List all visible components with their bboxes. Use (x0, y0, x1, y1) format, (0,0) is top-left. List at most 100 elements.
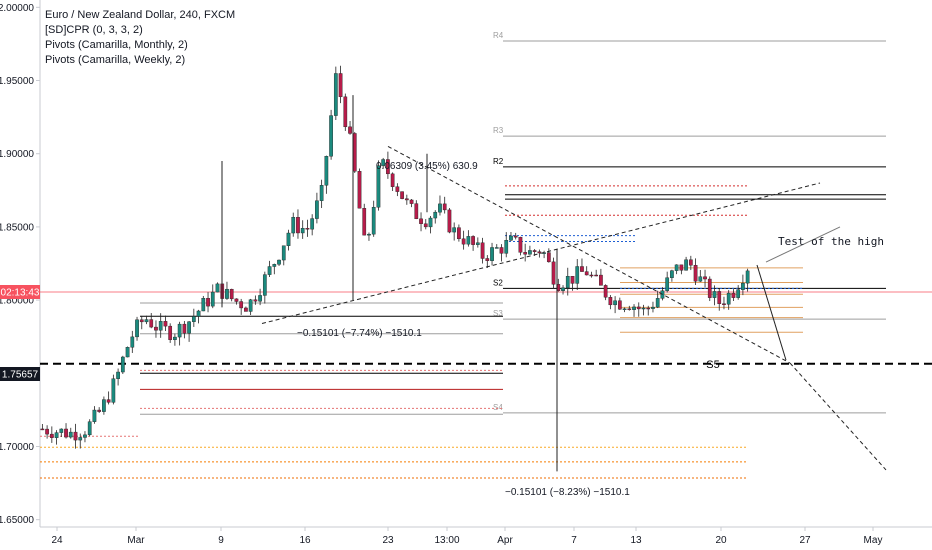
y-tick-label-7: 1.65000 (0, 515, 34, 526)
candle-body (286, 232, 291, 246)
symbol-title[interactable]: Euro / New Zealand Dollar, 240, FXCM (45, 9, 236, 21)
countdown-label: 02:13:43 (1, 288, 40, 299)
candle-body (315, 200, 319, 219)
x-tick-label-6: 13:00 (434, 535, 459, 546)
candle-body (703, 276, 707, 280)
candle-body (532, 250, 537, 252)
candle-body (726, 292, 731, 305)
candle-body (627, 308, 632, 310)
candle-body (97, 409, 102, 412)
candle-body (736, 289, 741, 298)
candle-body (135, 319, 139, 338)
rising-trendline[interactable] (261, 182, 821, 325)
x-tick-label-4: 16 (299, 535, 311, 546)
candle-body (277, 259, 281, 265)
candle-body (722, 303, 726, 305)
candle-body (163, 321, 168, 327)
candle-body (485, 258, 490, 261)
candle-body (154, 326, 158, 331)
candle-body (494, 247, 499, 249)
candle-body (651, 306, 655, 309)
candle-body (457, 227, 461, 240)
y-tick-label-2: 1.90000 (0, 149, 34, 160)
candle-body (291, 217, 296, 234)
x-tick-label-12: May (864, 535, 883, 546)
candle-body (329, 115, 333, 157)
candle-body (537, 251, 542, 254)
candle-body (149, 319, 154, 328)
candle-body (49, 433, 54, 438)
candle-body (599, 274, 603, 286)
candle-body (594, 274, 599, 277)
measure-annotation-down-1: −0.15101 (−7.74%) −1510.1 (297, 328, 422, 339)
candle-body (357, 171, 362, 209)
candle-body (499, 247, 504, 254)
candle-body (688, 259, 693, 266)
candle-body (111, 378, 116, 403)
candle-body (59, 428, 64, 433)
indicator-pivots-monthly[interactable]: Pivots (Camarilla, Monthly, 2) (45, 39, 188, 51)
candle-body (665, 277, 670, 291)
candle-body (348, 126, 352, 134)
measure-annotation-up: 0.06309 (3.45%) 630.9 (376, 161, 478, 172)
candle-body (177, 323, 182, 338)
projection-arrow[interactable] (756, 264, 787, 361)
pivot-label-R3: R3 (493, 126, 504, 135)
indicator-cpr[interactable]: [SD]CPR (0, 3, 3, 2) (45, 24, 143, 36)
candle-body (513, 235, 518, 238)
x-tick-label-5: 23 (382, 535, 394, 546)
candle-body (580, 266, 584, 272)
indicator-pivots-weekly[interactable]: Pivots (Camarilla, Weekly, 2) (45, 54, 186, 66)
candle-body (528, 250, 532, 255)
candle-body (258, 295, 262, 302)
candle-body (78, 437, 83, 441)
candle-body (565, 276, 570, 289)
candle-body (504, 240, 509, 254)
candle-body (698, 276, 703, 282)
x-tick-label-8: 7 (571, 535, 577, 546)
candle-body (376, 165, 381, 208)
candle-body (229, 288, 234, 300)
candle-body (234, 298, 239, 302)
candle-body (471, 236, 475, 245)
candle-body (173, 336, 177, 340)
candle-body (296, 217, 300, 234)
candle-body (622, 308, 627, 310)
candle-body (632, 306, 636, 310)
x-tick-label-11: 27 (799, 535, 811, 546)
candle-body (551, 261, 556, 285)
candle-body (343, 96, 348, 128)
test-of-high-note: Test of the high (778, 235, 884, 248)
candle-body (210, 291, 215, 307)
candle-body (670, 270, 674, 278)
pivot-label-R4: R4 (493, 31, 504, 40)
candle-body (300, 228, 305, 234)
candle-body (409, 199, 414, 204)
candle-body (310, 218, 315, 230)
candle-body (83, 434, 87, 438)
candle-body (215, 283, 220, 293)
candle-body (707, 278, 712, 298)
candle-body (693, 265, 698, 282)
candle-body (404, 198, 409, 201)
candle-body (423, 223, 428, 228)
candle-body (244, 307, 248, 312)
candle-body (68, 431, 73, 438)
candle-body (570, 276, 575, 284)
candle-body (613, 300, 617, 306)
candle-body (201, 298, 206, 312)
candle-body (386, 159, 390, 175)
candle-body (589, 274, 594, 277)
falling-trendline[interactable] (387, 145, 791, 364)
candle-body (333, 73, 338, 116)
pivot-label-S4: S4 (493, 403, 503, 412)
y-tick-label-0: 2.00000 (0, 3, 34, 14)
candle-body (717, 291, 722, 304)
projection-path[interactable] (789, 362, 887, 471)
pivot-label-S2: S2 (493, 278, 503, 287)
x-tick-label-7: Apr (497, 535, 513, 546)
y-tick-label-4: 1.80000 (0, 296, 34, 307)
candle-body (442, 203, 447, 211)
candle-body (64, 428, 68, 438)
